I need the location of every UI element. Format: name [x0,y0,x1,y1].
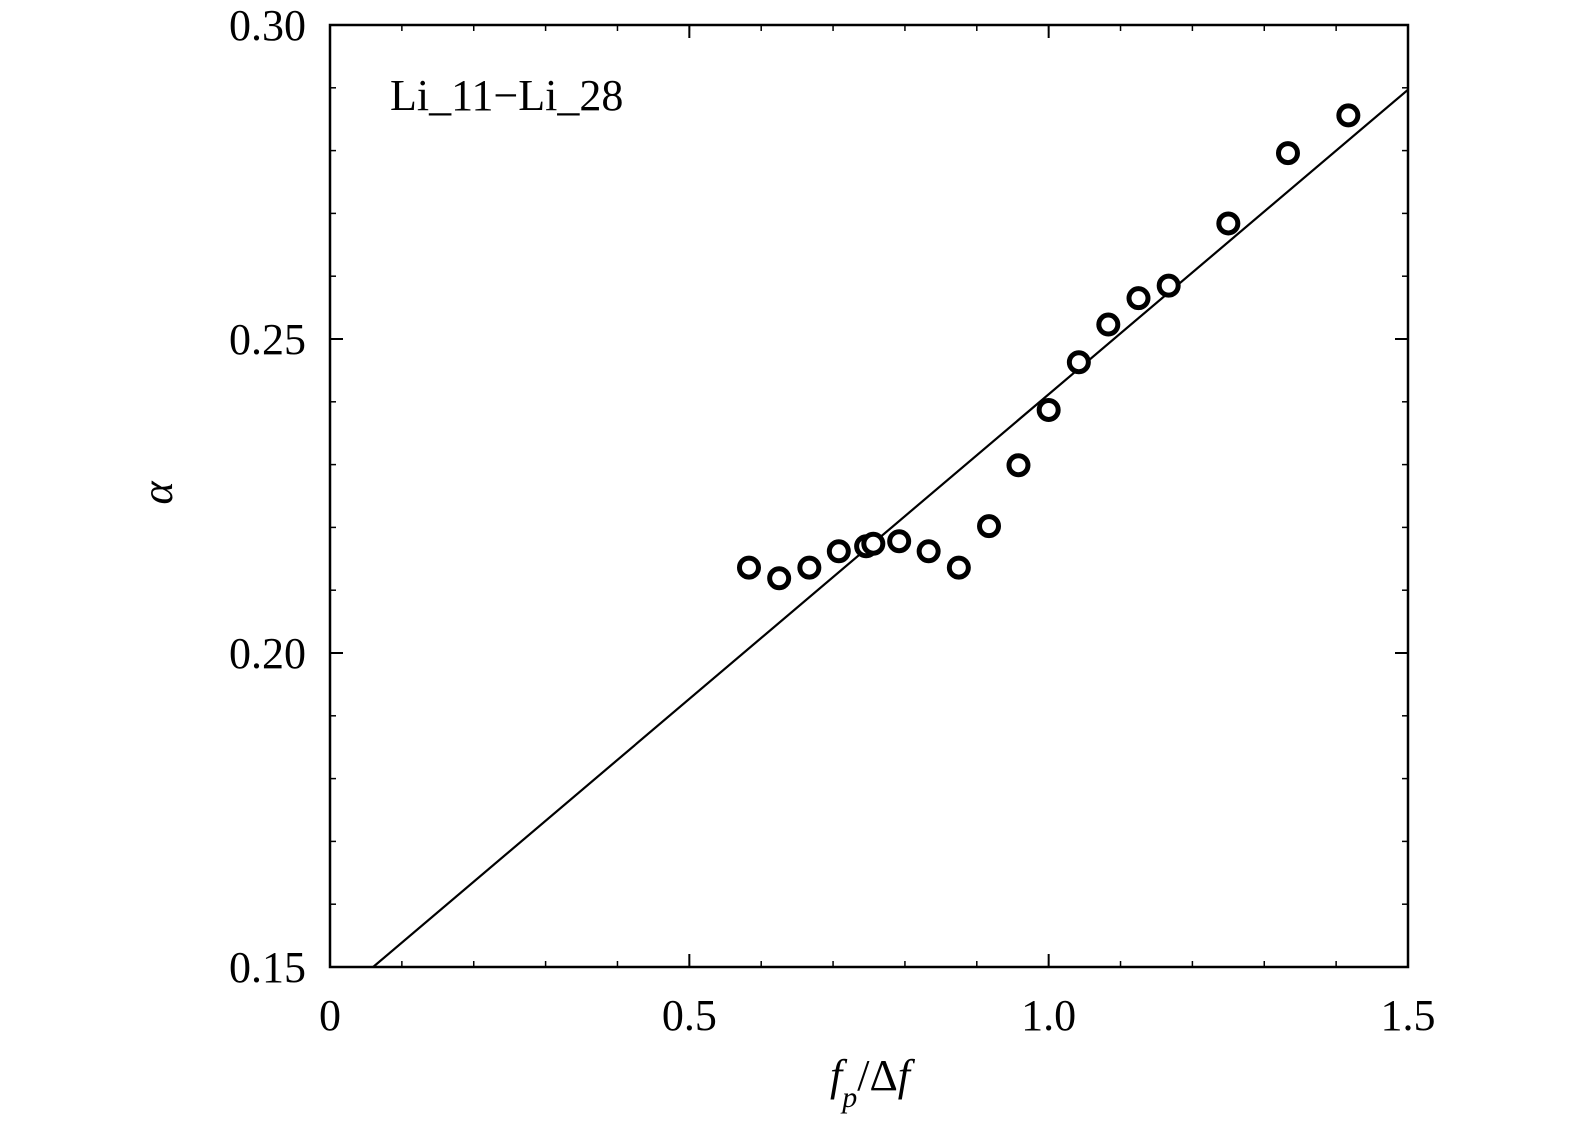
data-point [1216,211,1241,236]
data-point [797,555,822,580]
data-point [916,539,941,564]
data-point [946,555,971,580]
data-point [1036,397,1061,422]
x-axis-label-rest: /Δ [857,1051,898,1100]
y-tick-label: 0.20 [229,629,306,678]
y-tick-label: 0.30 [229,1,306,50]
x-tick-label: 1.5 [1381,991,1436,1040]
major-ticks [329,24,1409,968]
data-point [1126,286,1151,311]
x-tick-label: 1.0 [1021,991,1076,1040]
data-point [1006,453,1031,478]
fit-line [372,88,1409,968]
data-point [887,529,912,554]
data-point [1066,350,1091,375]
x-tick-labels: 0 0.5 1.0 1.5 [319,991,1436,1040]
y-tick-labels: 0.15 0.20 0.25 0.30 [229,1,306,992]
x-axis-label: fp/Δf [830,1051,916,1114]
y-axis-label: α [133,481,182,505]
annotation-label: Li_11−Li_28 [390,71,623,120]
x-tick-label: 0.5 [662,991,717,1040]
data-point [977,514,1002,539]
data-points [736,103,1361,591]
data-point [736,555,761,580]
x-tick-label: 0 [319,991,341,1040]
x-axis-label-sub: p [840,1081,857,1114]
data-point [861,531,886,556]
data-point [826,539,851,564]
data-point [1275,141,1300,166]
data-point [767,566,792,591]
x-axis-label-tail: f [898,1051,916,1100]
data-point [1156,273,1181,298]
data-point [1096,312,1121,337]
minor-ticks [330,25,1408,967]
y-tick-label: 0.15 [229,943,306,992]
data-point [1336,103,1361,128]
fit-line-layer [372,88,1409,968]
y-tick-label: 0.25 [229,315,306,364]
plot-frame [328,23,1410,969]
